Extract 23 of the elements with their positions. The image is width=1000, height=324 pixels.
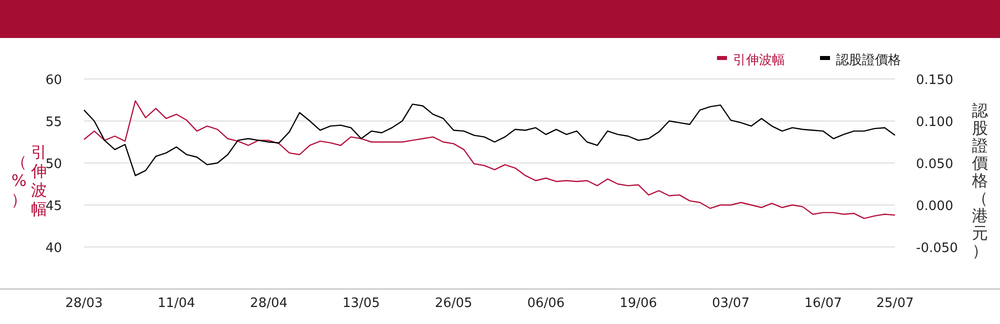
y2-tick-label: 0.000 bbox=[916, 199, 954, 214]
legend-label: 引伸波幅 bbox=[733, 53, 785, 68]
y2-tick-label: 0.050 bbox=[916, 157, 954, 172]
y-tick-label: 40 bbox=[45, 241, 62, 256]
y-tick-label: 60 bbox=[45, 73, 62, 88]
x-tick-label: 28/04 bbox=[250, 296, 288, 311]
x-tick-label: 06/06 bbox=[527, 296, 565, 311]
y-tick-label: 45 bbox=[45, 199, 62, 214]
y2-tick-label: 0.100 bbox=[916, 115, 954, 130]
x-tick-label: 16/07 bbox=[804, 296, 842, 311]
x-tick-label: 25/07 bbox=[876, 296, 914, 311]
y2-tick-label: -0.050 bbox=[916, 241, 958, 256]
x-tick-label: 13/05 bbox=[342, 296, 380, 311]
x-tick-label: 28/03 bbox=[65, 296, 103, 311]
legend-label: 認股證價格 bbox=[836, 53, 901, 68]
x-tick-label: 11/04 bbox=[158, 296, 196, 311]
y2-tick-label: 0.150 bbox=[916, 73, 954, 88]
x-tick-label: 03/07 bbox=[712, 296, 750, 311]
y-tick-label: 50 bbox=[45, 157, 62, 172]
y-tick-label: 55 bbox=[45, 115, 62, 130]
x-tick-label: 26/05 bbox=[434, 296, 472, 311]
x-tick-label: 19/06 bbox=[620, 296, 658, 311]
text: 認股證價格（港元） bbox=[972, 101, 988, 260]
